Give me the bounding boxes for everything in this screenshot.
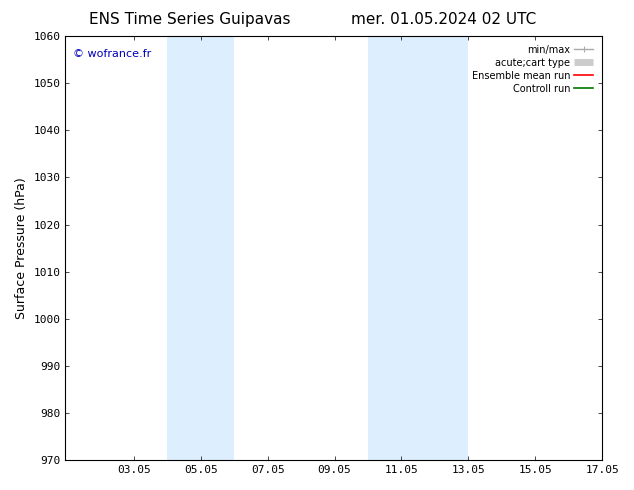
Bar <box>368 36 469 460</box>
Text: mer. 01.05.2024 02 UTC: mer. 01.05.2024 02 UTC <box>351 12 536 27</box>
Text: ENS Time Series Guipavas: ENS Time Series Guipavas <box>89 12 291 27</box>
Legend: min/max, acute;cart type, Ensemble mean run, Controll run: min/max, acute;cart type, Ensemble mean … <box>468 41 597 98</box>
Y-axis label: Surface Pressure (hPa): Surface Pressure (hPa) <box>15 177 28 319</box>
Text: © wofrance.fr: © wofrance.fr <box>74 49 152 59</box>
Bar <box>167 36 235 460</box>
Title: ENS Time Series Guipavas    mer. 01.05.2024 02 UTC: ENS Time Series Guipavas mer. 01.05.2024… <box>0 489 1 490</box>
